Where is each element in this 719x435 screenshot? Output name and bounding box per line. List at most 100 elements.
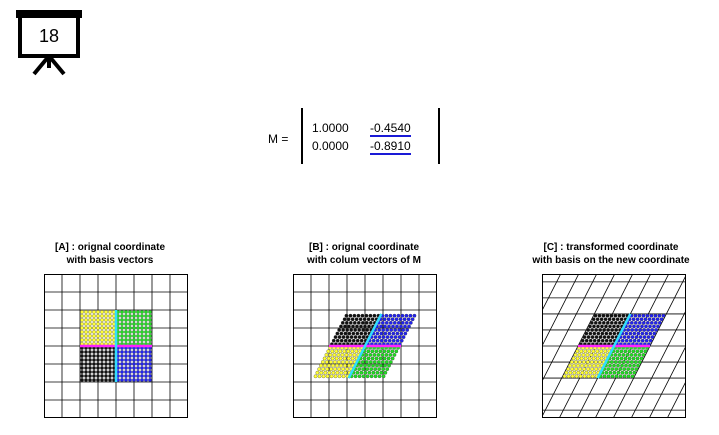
data-point [379, 370, 384, 375]
data-point [132, 338, 136, 342]
data-point [100, 326, 104, 330]
data-point [370, 356, 375, 361]
data-point [605, 313, 610, 318]
data-point [140, 318, 144, 322]
data-point [88, 322, 92, 326]
data-point [395, 324, 399, 329]
data-point [339, 363, 343, 368]
data-point [590, 367, 595, 372]
data-point [344, 320, 349, 325]
data-point [591, 317, 596, 322]
data-point [599, 317, 604, 322]
data-point [334, 356, 339, 361]
data-point [612, 324, 616, 329]
data-point [569, 360, 574, 364]
data-point [136, 334, 140, 338]
data-point [345, 367, 350, 372]
data-point [132, 374, 136, 378]
data-point [128, 374, 132, 378]
data-point [336, 360, 341, 364]
data-point [104, 374, 108, 378]
data-point [633, 353, 638, 357]
data-point [387, 331, 392, 336]
data-point [136, 322, 140, 326]
data-point [608, 331, 613, 336]
data-point [88, 318, 92, 322]
data-point [580, 370, 585, 375]
data-point [108, 330, 112, 334]
data-point [148, 374, 152, 378]
data-point [615, 317, 620, 322]
data-point [584, 370, 589, 375]
data-point [144, 318, 148, 322]
data-point [80, 370, 84, 374]
data-point [575, 349, 580, 354]
data-point [628, 370, 633, 375]
data-point [604, 324, 608, 329]
data-point [136, 362, 140, 366]
data-point [351, 324, 355, 329]
data-point [594, 367, 599, 372]
data-point [598, 335, 603, 339]
data-point [367, 363, 371, 368]
data-point [623, 349, 628, 354]
data-point [348, 360, 353, 364]
data-point [390, 349, 395, 354]
data-point [104, 354, 108, 358]
data-point [104, 366, 108, 370]
data-point [136, 350, 140, 354]
data-point [382, 356, 387, 361]
data-point [322, 356, 327, 361]
data-point [391, 324, 395, 329]
matrix-cell-11: 1.0000 [312, 121, 349, 135]
data-point [644, 331, 649, 336]
data-point [376, 360, 381, 364]
data-point [372, 313, 377, 318]
data-point [362, 356, 367, 361]
data-point [392, 320, 397, 325]
data-point [640, 331, 645, 336]
data-point [144, 326, 148, 330]
data-point [148, 310, 152, 314]
data-point [100, 374, 104, 378]
data-point [132, 370, 136, 374]
data-point [92, 350, 96, 354]
data-point [354, 349, 359, 354]
data-point [124, 326, 128, 330]
data-point [372, 353, 377, 357]
data-point [580, 338, 585, 343]
data-point [96, 350, 100, 354]
data-point [353, 374, 358, 379]
data-point [602, 328, 607, 332]
data-point [136, 374, 140, 378]
data-point [88, 378, 92, 382]
data-point [365, 367, 370, 372]
matrix-cell-12: -0.4540 [370, 121, 411, 137]
data-point [128, 366, 132, 370]
data-point [361, 374, 366, 379]
data-point [592, 324, 596, 329]
data-point [627, 349, 632, 354]
panel-frame [44, 274, 188, 418]
data-point [320, 360, 325, 364]
data-point [383, 370, 388, 375]
data-point [96, 362, 100, 366]
data-point [108, 374, 112, 378]
data-point [88, 338, 92, 342]
data-point [636, 331, 641, 336]
data-point [636, 363, 640, 368]
data-point [343, 324, 347, 329]
data-point [582, 367, 587, 372]
data-point [595, 356, 600, 361]
data-point [644, 338, 649, 343]
data-point [100, 354, 104, 358]
data-point [647, 317, 652, 322]
data-point [140, 358, 144, 362]
data-point [404, 313, 409, 318]
data-point [357, 367, 362, 372]
data-point [136, 314, 140, 318]
data-point [120, 370, 124, 374]
data-point [615, 349, 620, 354]
matrix-right-bracket [438, 108, 440, 164]
data-point [400, 320, 405, 325]
